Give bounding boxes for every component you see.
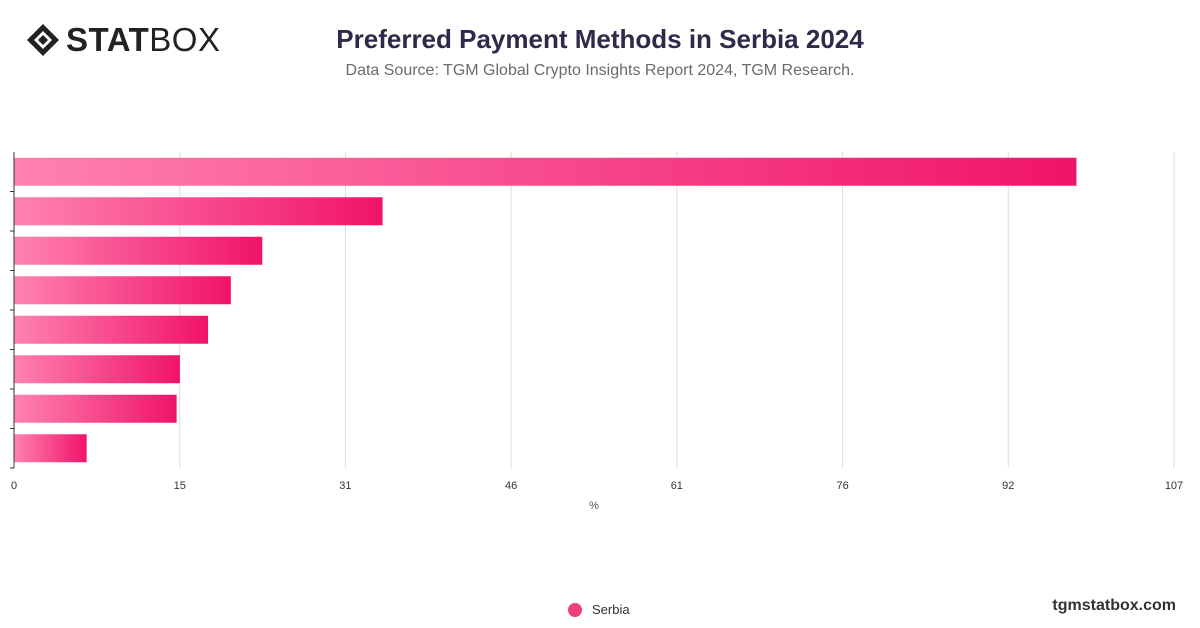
x-axis-label: % [589, 500, 599, 512]
bar[interactable] [14, 315, 209, 344]
statbox-logo: STATBOX [26, 22, 220, 58]
x-tick-label: 15 [174, 480, 186, 492]
axes: 0 15 31 46 61 76 92 107 [10, 152, 1183, 492]
x-tick-label: 92 [1002, 480, 1014, 492]
x-tick-label: 61 [671, 480, 683, 492]
logo-wordmark: STATBOX [66, 22, 220, 58]
footer-site: tgmstatbox.com [1052, 597, 1176, 614]
x-tick-label: 31 [339, 480, 351, 492]
bar[interactable] [14, 434, 87, 463]
chart-title: Preferred Payment Methods in Serbia 2024 [336, 24, 864, 54]
chart-subtitle: Data Source: TGM Global Crypto Insights … [345, 62, 855, 79]
x-tick-label: 76 [836, 480, 848, 492]
x-tick-label: 0 [11, 480, 17, 492]
bar[interactable] [14, 236, 263, 265]
gridlines [179, 152, 1175, 468]
bar[interactable] [14, 355, 180, 384]
bar[interactable] [14, 197, 383, 226]
legend[interactable]: Serbia [568, 602, 630, 617]
legend-label: Serbia [592, 602, 630, 617]
bar[interactable] [14, 394, 177, 423]
statbox-diamond-icon [27, 24, 59, 56]
x-tick-label: 46 [505, 480, 517, 492]
x-tick-label: 107 [1165, 480, 1183, 492]
legend-swatch [568, 602, 582, 617]
logo-bold-text: STAT [66, 21, 150, 58]
bar[interactable] [14, 157, 1077, 186]
bars [14, 157, 1077, 463]
bar[interactable] [14, 276, 231, 305]
logo-thin-text: BOX [149, 21, 221, 58]
